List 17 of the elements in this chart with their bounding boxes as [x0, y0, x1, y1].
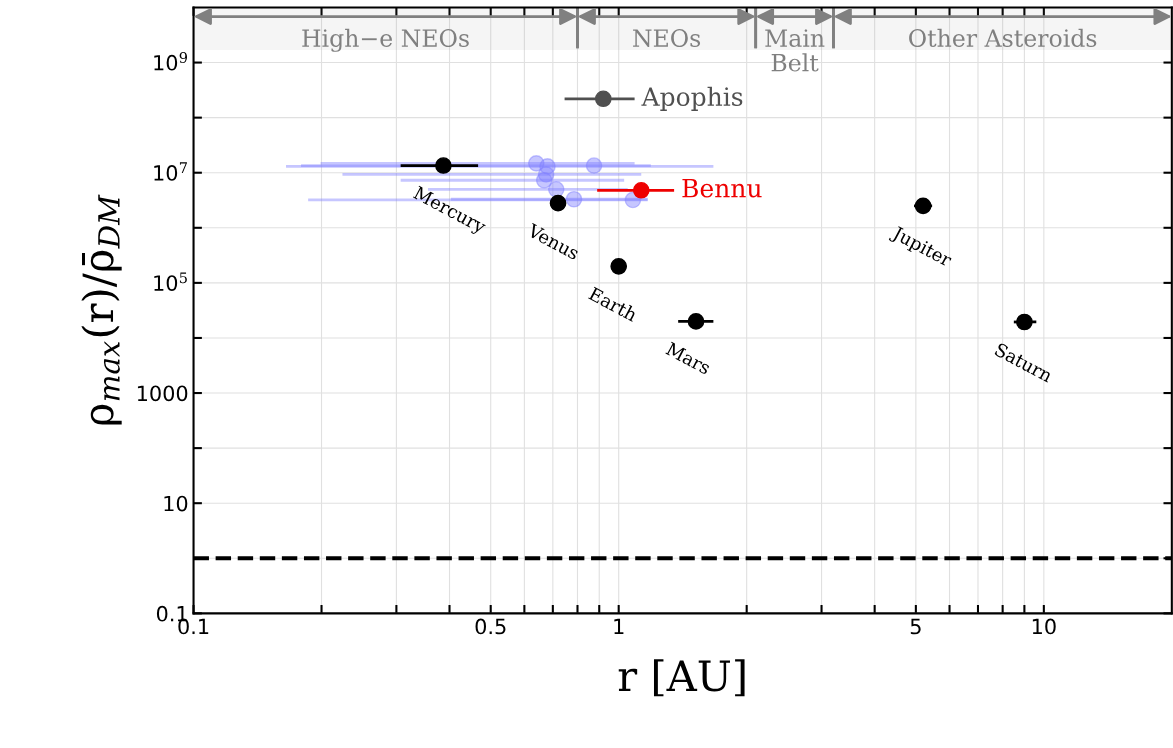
band-label: Other Asteroids [909, 28, 1097, 47]
band-label: NEOs [633, 29, 701, 47]
y-tick-label: 10$^{5}$ [154, 272, 187, 291]
x-tick-label: 1 [614, 618, 624, 635]
y-tick-label: 10$^{9}$ [154, 51, 188, 71]
band-label: Main Belt [765, 29, 825, 72]
band-label: High−e NEOs [302, 28, 469, 52]
series-label: Apophis [641, 86, 743, 111]
y-tick-label: 10 [164, 495, 188, 512]
y-tick-label: 1000 [137, 385, 188, 402]
y-tick-label: 10$^{7}$ [154, 162, 187, 181]
x-tick-label: 5 [910, 618, 921, 635]
series-label: Bennu [682, 178, 762, 198]
y-axis-title: ρ$_{max}$(r)/ρ̄$_{DM}$ [81, 194, 122, 425]
x-tick-label: 10 [1032, 618, 1056, 635]
x-axis-title: r [AU] [618, 659, 745, 697]
x-tick-label: 0.5 [475, 618, 506, 635]
